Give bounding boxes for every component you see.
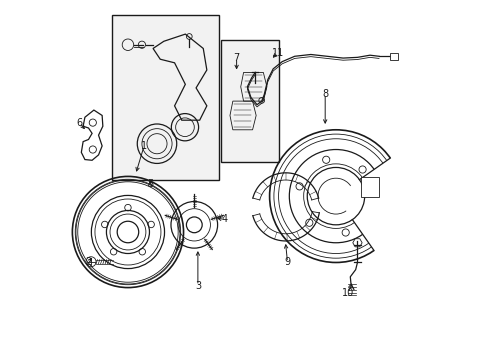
Text: 7: 7 xyxy=(233,53,239,63)
Wedge shape xyxy=(335,154,408,256)
Text: 2: 2 xyxy=(85,257,91,267)
Text: 8: 8 xyxy=(322,89,327,99)
Bar xyxy=(112,15,219,180)
Bar xyxy=(221,40,278,162)
Text: 1: 1 xyxy=(141,141,147,151)
Bar xyxy=(389,53,397,60)
Text: 3: 3 xyxy=(194,281,201,291)
Text: 10: 10 xyxy=(342,288,354,298)
Text: 5: 5 xyxy=(147,179,153,189)
Text: 9: 9 xyxy=(284,257,290,267)
Bar xyxy=(360,177,378,197)
Text: 4: 4 xyxy=(221,215,227,224)
Text: 11: 11 xyxy=(271,48,284,58)
Text: 6: 6 xyxy=(76,118,82,128)
